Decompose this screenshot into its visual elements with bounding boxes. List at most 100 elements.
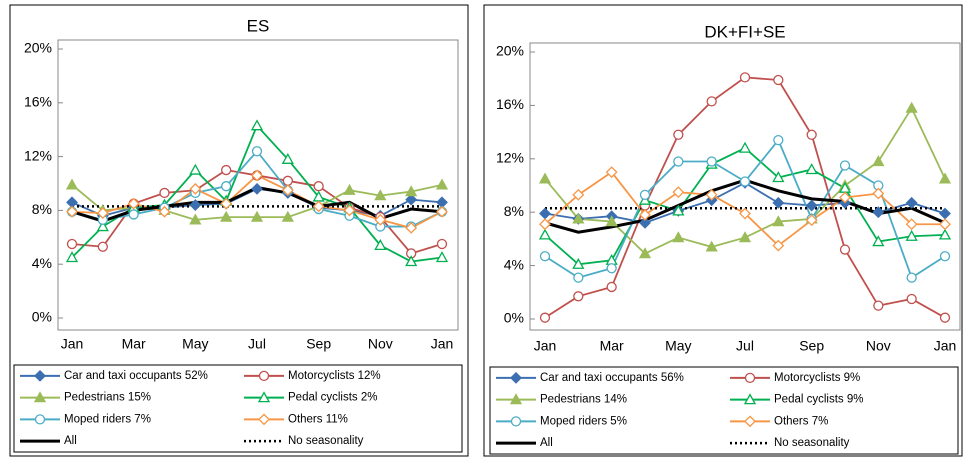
data-point xyxy=(281,152,294,164)
data-point xyxy=(539,218,551,231)
data-point xyxy=(97,241,108,252)
legend-label: Car and taxi occupants 52% xyxy=(64,370,208,382)
data-point xyxy=(251,146,263,157)
data-point xyxy=(65,251,79,263)
x-tick-label: Jul xyxy=(248,336,266,352)
data-point xyxy=(839,191,851,204)
y-tick-label: 20% xyxy=(496,43,524,59)
x-tick-label: Sep xyxy=(306,336,331,352)
data-point xyxy=(705,188,718,201)
legend-label: No seasonality xyxy=(288,435,364,447)
data-point xyxy=(605,166,618,179)
data-point xyxy=(938,172,952,184)
y-tick-label: 12% xyxy=(24,147,52,163)
x-tick-label: Jan xyxy=(534,338,557,354)
legend-label: Others 7% xyxy=(774,415,828,427)
data-point xyxy=(312,200,325,213)
x-tick-label: Mar xyxy=(600,338,624,354)
legend-marker xyxy=(744,372,756,384)
data-point xyxy=(374,239,387,251)
data-point xyxy=(739,72,751,83)
data-point xyxy=(606,263,617,274)
data-point xyxy=(96,220,109,232)
data-point xyxy=(873,300,884,311)
data-point xyxy=(538,228,552,240)
legend-marker xyxy=(510,416,522,427)
data-point xyxy=(127,197,140,210)
data-point xyxy=(436,205,448,218)
legend-label: Car and taxi occupants 56% xyxy=(540,372,684,384)
data-point xyxy=(905,229,918,241)
data-point xyxy=(905,218,918,231)
legend-label: All xyxy=(540,437,553,449)
data-point xyxy=(705,240,718,252)
data-point xyxy=(250,210,264,222)
legend-marker xyxy=(34,414,46,425)
y-tick-label: 16% xyxy=(496,96,524,112)
legend-label: Moped riders 7% xyxy=(64,413,151,425)
legend-label: Motorcyclists 12% xyxy=(288,370,381,382)
data-point xyxy=(281,184,294,197)
y-tick-label: 16% xyxy=(24,94,52,110)
data-point xyxy=(738,141,752,153)
data-point xyxy=(128,209,139,220)
x-tick-label: Nov xyxy=(368,336,393,352)
data-point xyxy=(573,272,584,283)
data-point xyxy=(436,238,448,250)
data-point xyxy=(220,197,233,210)
x-tick-label: Sep xyxy=(799,338,824,354)
data-point xyxy=(839,160,851,171)
data-point xyxy=(938,228,952,240)
legend-marker xyxy=(33,391,47,403)
y-tick-label: 20% xyxy=(24,40,52,56)
y-tick-label: 4% xyxy=(32,255,52,271)
data-point xyxy=(772,171,785,183)
legend-marker xyxy=(258,413,270,426)
data-point xyxy=(250,119,264,131)
data-point xyxy=(405,221,418,234)
x-tick-label: Jul xyxy=(736,338,754,354)
data-point xyxy=(673,129,684,140)
data-point xyxy=(872,206,885,219)
data-point xyxy=(189,163,202,175)
legend-marker xyxy=(34,369,46,382)
data-point xyxy=(573,291,584,302)
data-point xyxy=(706,96,717,107)
plot-frame xyxy=(57,39,459,331)
data-point xyxy=(872,187,885,200)
data-point xyxy=(672,231,685,243)
data-point xyxy=(538,172,552,184)
data-point xyxy=(906,272,917,283)
data-point xyxy=(405,193,418,206)
data-point xyxy=(65,178,79,190)
x-tick-label: Jan xyxy=(61,336,84,352)
data-point xyxy=(773,74,784,86)
data-point xyxy=(572,212,585,224)
legend-marker xyxy=(743,393,757,405)
data-point xyxy=(806,129,817,140)
data-point xyxy=(805,214,818,227)
data-point xyxy=(539,312,551,323)
data-point xyxy=(539,251,551,262)
data-point xyxy=(343,204,356,217)
legend-box xyxy=(489,366,959,455)
data-point xyxy=(639,216,651,229)
legend-marker xyxy=(258,370,270,382)
data-point xyxy=(343,183,356,195)
data-point xyxy=(435,251,449,263)
data-point xyxy=(189,182,202,195)
data-point xyxy=(805,199,818,212)
data-point xyxy=(221,181,232,192)
data-point xyxy=(221,164,232,176)
legend-label: No seasonality xyxy=(774,437,850,449)
data-point xyxy=(281,210,294,222)
legend-label: Pedal cyclists 2% xyxy=(288,392,377,404)
data-point xyxy=(639,208,651,221)
data-point xyxy=(374,189,387,201)
x-tick-label: Nov xyxy=(866,338,891,354)
data-point xyxy=(706,156,717,167)
data-point xyxy=(639,189,651,200)
chart-title: DK+FI+SE xyxy=(704,22,785,41)
